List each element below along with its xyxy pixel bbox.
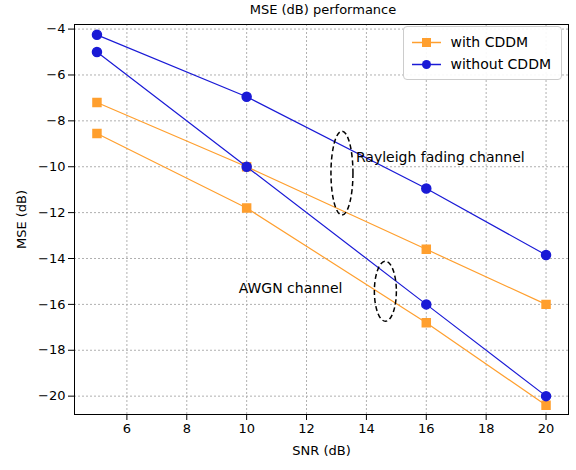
svg-text:20: 20 <box>538 421 555 436</box>
svg-text:8: 8 <box>183 421 191 436</box>
svg-text:12: 12 <box>298 421 315 436</box>
svg-text:−18: −18 <box>38 342 65 357</box>
svg-text:SNR (dB): SNR (dB) <box>292 443 350 458</box>
svg-text:−8: −8 <box>46 113 65 128</box>
svg-text:−4: −4 <box>46 21 65 36</box>
svg-text:−14: −14 <box>38 251 65 266</box>
svg-text:−10: −10 <box>38 159 65 174</box>
svg-text:18: 18 <box>478 421 495 436</box>
svg-text:14: 14 <box>358 421 375 436</box>
svg-text:16: 16 <box>418 421 435 436</box>
svg-text:Rayleigh fading channel: Rayleigh fading channel <box>356 149 525 165</box>
svg-text:−6: −6 <box>46 67 65 82</box>
svg-text:6: 6 <box>123 421 131 436</box>
svg-text:MSE (dB): MSE (dB) <box>14 190 29 249</box>
svg-text:−12: −12 <box>38 205 65 220</box>
html-text:MSE (dB) performance: MSE (dB) performance <box>249 2 397 17</box>
html-text:with CDDM: with CDDM <box>450 34 529 50</box>
svg-text:AWGN channel: AWGN channel <box>239 280 343 296</box>
svg-text:−16: −16 <box>38 297 65 312</box>
svg-text:10: 10 <box>238 421 255 436</box>
html-text:without CDDM: without CDDM <box>450 56 551 72</box>
svg-text:−20: −20 <box>38 388 65 403</box>
